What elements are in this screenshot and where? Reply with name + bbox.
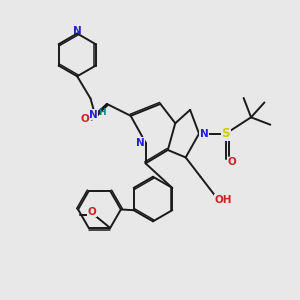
- Text: N: N: [136, 138, 145, 148]
- Text: S: S: [221, 127, 230, 140]
- Text: H: H: [98, 108, 105, 117]
- Text: O: O: [227, 157, 236, 167]
- Text: O: O: [81, 114, 90, 124]
- Text: N: N: [88, 110, 97, 120]
- Text: OH: OH: [215, 195, 232, 205]
- Text: N: N: [200, 129, 209, 139]
- Text: N: N: [73, 26, 82, 36]
- Text: O: O: [88, 207, 97, 217]
